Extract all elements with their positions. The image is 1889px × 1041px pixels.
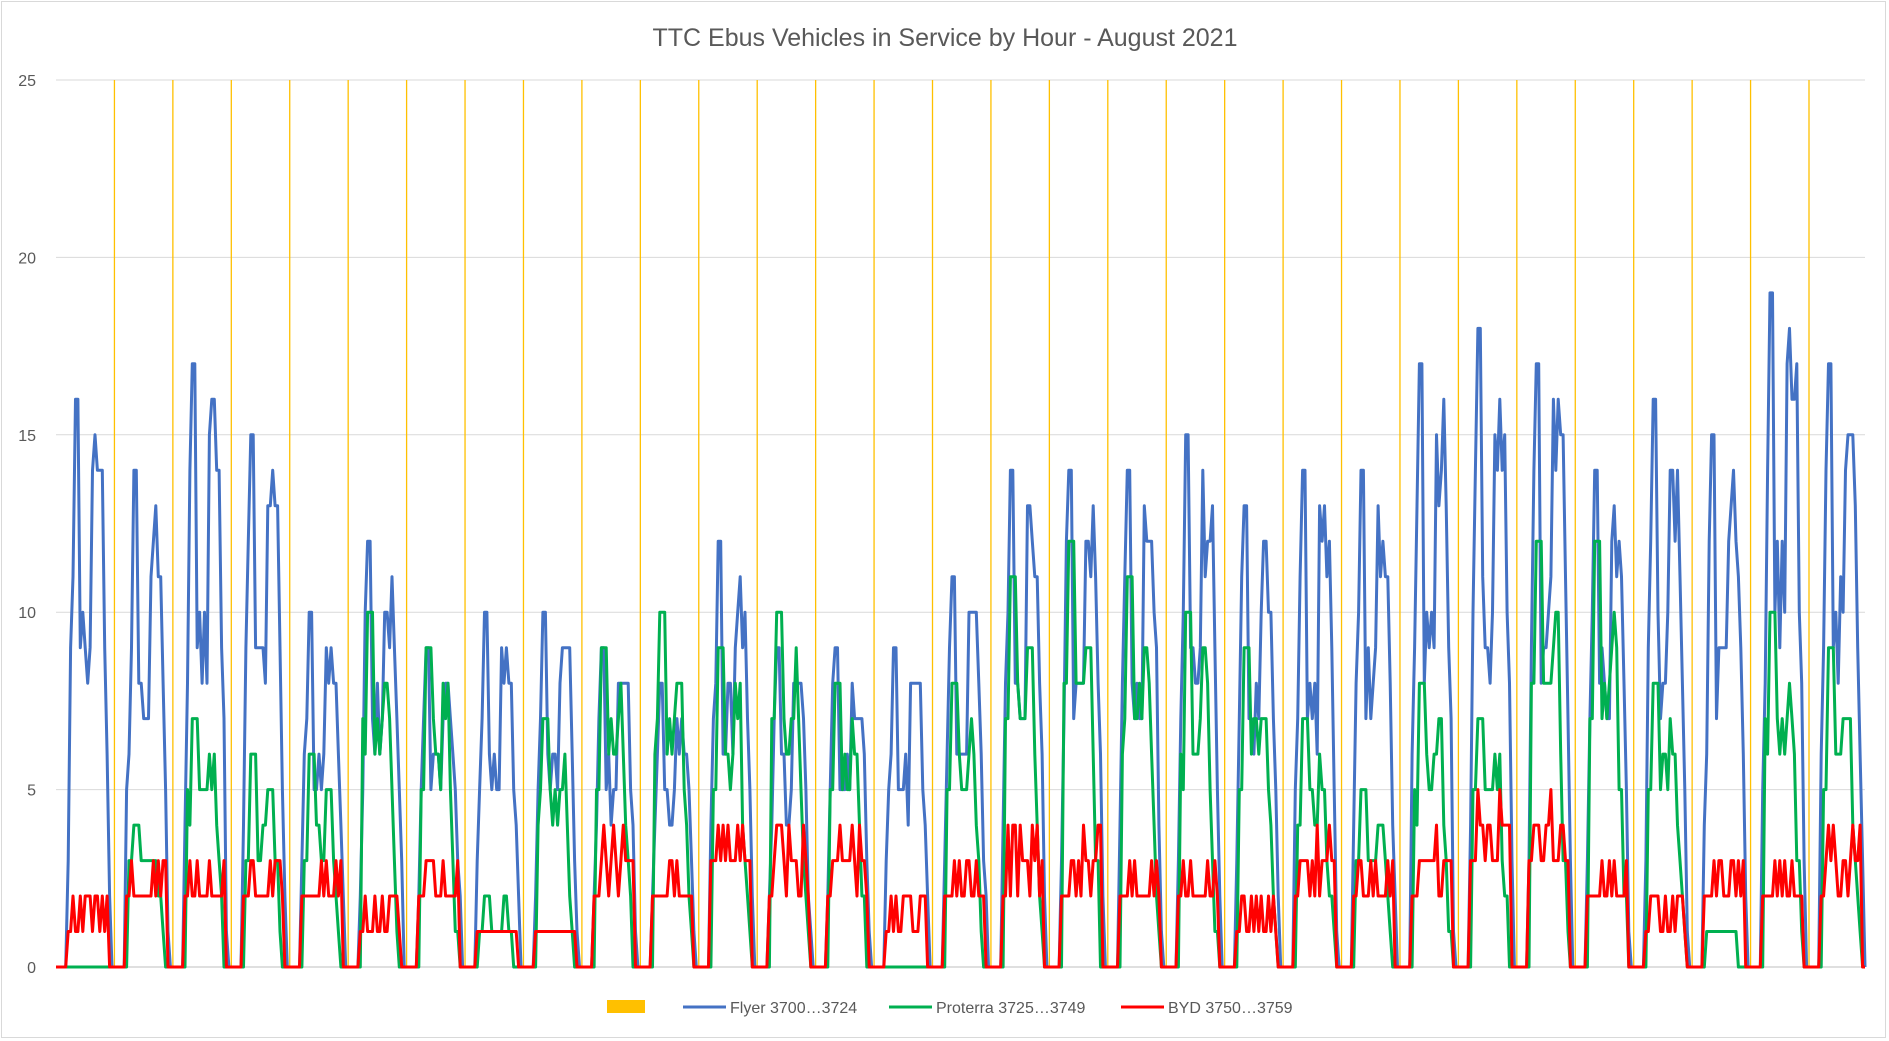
legend-label: BYD 3750…3759 bbox=[1168, 1000, 1293, 1017]
series-line-byd bbox=[56, 788, 1865, 969]
series-line-proterra bbox=[56, 539, 1865, 969]
y-tick-label: 10 bbox=[18, 605, 36, 622]
y-tick-label: 5 bbox=[27, 783, 36, 800]
legend-label: Proterra 3725…3749 bbox=[936, 1000, 1086, 1017]
y-tick-label: 20 bbox=[18, 250, 36, 267]
y-tick-label: 25 bbox=[18, 73, 36, 90]
series-lines bbox=[56, 291, 1867, 969]
legend-swatch-day-marker bbox=[607, 1000, 645, 1013]
legend-label: Flyer 3700…3724 bbox=[730, 1000, 857, 1017]
y-axis-ticks: 0 5 10 15 20 25 bbox=[18, 73, 36, 977]
y-tick-label: 0 bbox=[27, 960, 36, 977]
chart-title: TTC Ebus Vehicles in Service by Hour - A… bbox=[652, 24, 1237, 52]
day-markers bbox=[113, 80, 1810, 967]
y-tick-label: 15 bbox=[18, 428, 36, 445]
legend: Flyer 3700…3724 Proterra 3725…3749 BYD 375… bbox=[607, 1000, 1293, 1017]
